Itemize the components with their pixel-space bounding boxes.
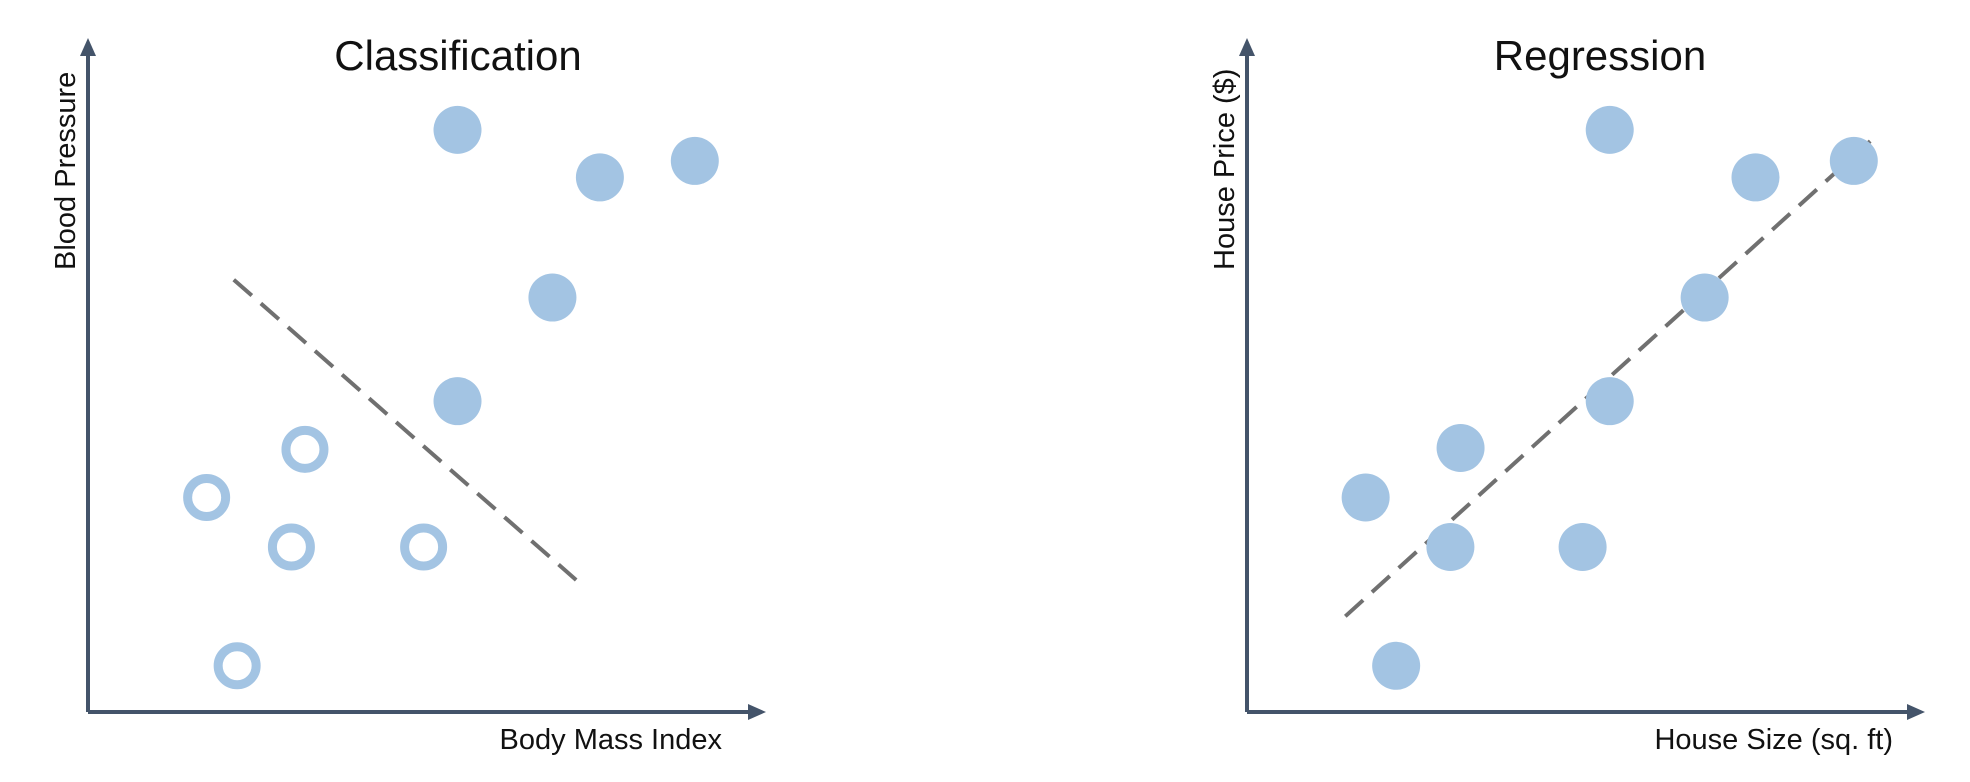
regression-filled-point-9 (1372, 641, 1421, 690)
regression-filled-point-8 (1558, 523, 1607, 571)
regression-x-axis-label: House Size (sq. ft) (1654, 724, 1893, 756)
regression-filled-point-3 (1680, 273, 1729, 322)
classification-hollow-point-0 (281, 425, 329, 473)
classification-hollow-point-2 (267, 523, 315, 571)
classification-x-axis-label: Body Mass Index (500, 724, 723, 756)
regression-filled-point-2 (1829, 136, 1878, 185)
classification-filled-point-4 (433, 377, 482, 426)
regression-panel: Regression House Size (sq. ft) House Pri… (1209, 32, 1925, 756)
regression-filled-point-5 (1436, 424, 1485, 472)
regression-filled-point-7 (1426, 523, 1475, 571)
classification-hollow-point-4 (213, 642, 261, 690)
classification-boundary-layer (232, 278, 578, 582)
regression-filled-point-1 (1731, 153, 1780, 202)
regression-dashed-line-0 (1343, 133, 1879, 618)
classification-y-axis-arrow (80, 38, 96, 56)
classification-filled-point-1 (575, 153, 624, 202)
classification-dashed-line-0 (232, 278, 578, 582)
classification-filled-point-0 (433, 105, 482, 154)
classification-filled-point-3 (528, 273, 577, 322)
classification-hollow-point-1 (183, 474, 231, 521)
classification-y-axis-label: Blood Pressure (50, 72, 82, 270)
regression-filled-point-6 (1341, 473, 1390, 522)
classification-points-layer (183, 105, 719, 690)
regression-points-layer (1341, 105, 1878, 690)
classification-hollow-point-3 (400, 523, 448, 571)
regression-trend-layer (1343, 133, 1879, 618)
classification-filled-point-2 (670, 136, 719, 185)
regression-x-axis-arrow (1907, 704, 1925, 720)
regression-filled-point-0 (1585, 105, 1634, 154)
regression-y-axis-label: House Price ($) (1209, 69, 1241, 270)
regression-y-axis-arrow (1239, 38, 1255, 56)
classification-title: Classification (334, 32, 581, 79)
classification-x-axis-arrow (748, 704, 766, 720)
classification-panel: Classification Body Mass Index Blood Pre… (50, 32, 766, 756)
regression-title: Regression (1494, 32, 1706, 79)
regression-filled-point-4 (1585, 377, 1634, 426)
